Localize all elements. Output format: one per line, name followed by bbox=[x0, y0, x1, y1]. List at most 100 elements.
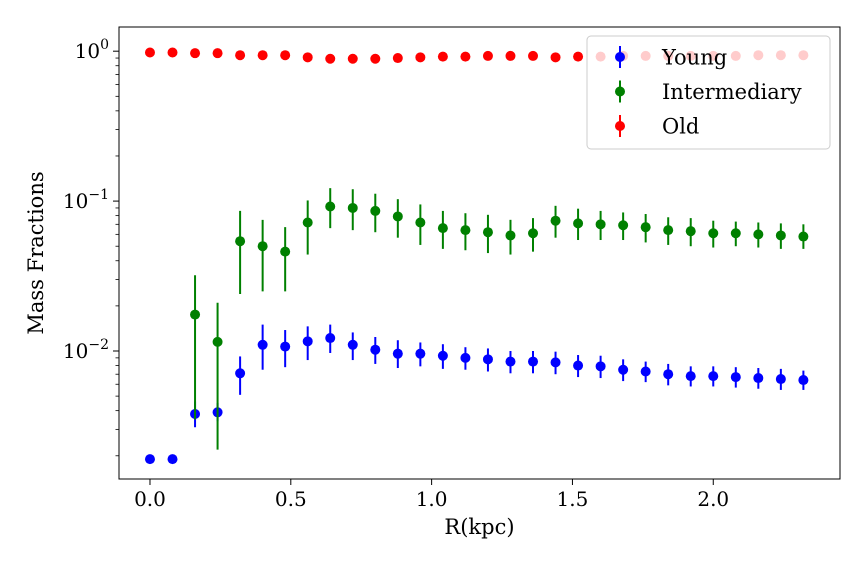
data-point bbox=[640, 222, 651, 233]
data-point bbox=[257, 339, 268, 350]
data-point bbox=[505, 230, 516, 241]
data-point bbox=[415, 52, 426, 63]
data-point bbox=[573, 218, 584, 229]
data-point bbox=[370, 344, 381, 355]
data-point bbox=[505, 356, 516, 367]
legend-box bbox=[586, 35, 831, 150]
data-point bbox=[482, 354, 493, 365]
data-point bbox=[392, 53, 403, 64]
legend-entry-intermediary: Intermediary bbox=[615, 80, 802, 104]
x-tick-label: 1.5 bbox=[557, 487, 589, 511]
data-point bbox=[325, 53, 336, 64]
data-point bbox=[775, 374, 786, 385]
legend-marker bbox=[615, 52, 625, 62]
data-point bbox=[280, 50, 291, 61]
data-point bbox=[167, 47, 178, 58]
y-tick-base: 10 bbox=[63, 339, 88, 363]
data-point bbox=[280, 341, 291, 352]
x-tick-label: 1.0 bbox=[416, 487, 448, 511]
data-point bbox=[708, 228, 719, 239]
data-point bbox=[460, 51, 471, 62]
data-point bbox=[144, 454, 155, 465]
y-tick-base: 10 bbox=[63, 189, 88, 213]
series-intermediary bbox=[190, 188, 809, 450]
y-tick-label: 10−1 bbox=[63, 187, 109, 213]
data-point bbox=[302, 217, 313, 228]
y-tick-exponent: 0 bbox=[100, 37, 109, 53]
data-point bbox=[595, 219, 606, 230]
data-point bbox=[685, 371, 696, 382]
data-point bbox=[235, 368, 246, 379]
x-axis-title: R(kpc) bbox=[444, 515, 514, 539]
data-point bbox=[753, 229, 764, 240]
legend-marker bbox=[615, 86, 625, 97]
data-point bbox=[437, 350, 448, 361]
legend-entry-old: Old bbox=[615, 115, 699, 139]
data-point bbox=[595, 361, 606, 372]
data-point bbox=[190, 48, 201, 59]
data-point bbox=[618, 364, 629, 375]
data-point bbox=[663, 369, 674, 380]
data-point bbox=[167, 454, 178, 465]
data-point bbox=[685, 226, 696, 237]
data-point bbox=[550, 52, 561, 63]
data-point bbox=[190, 309, 201, 320]
data-point bbox=[753, 373, 764, 384]
data-point bbox=[302, 52, 313, 63]
axes-frame bbox=[118, 26, 841, 480]
data-point bbox=[528, 356, 539, 367]
data-point bbox=[437, 223, 448, 234]
x-tick-label: 2.0 bbox=[697, 487, 729, 511]
data-point bbox=[325, 333, 336, 344]
legend: Young Intermediary Old bbox=[586, 35, 831, 150]
data-point bbox=[798, 231, 809, 242]
x-tick-label: 0.0 bbox=[134, 487, 166, 511]
data-point bbox=[663, 225, 674, 236]
data-point bbox=[325, 201, 336, 212]
data-point bbox=[235, 50, 246, 61]
data-point bbox=[798, 375, 809, 386]
data-point bbox=[437, 51, 448, 62]
data-point bbox=[257, 50, 268, 61]
data-point bbox=[415, 348, 426, 359]
legend-label: Young bbox=[661, 46, 727, 70]
data-point bbox=[235, 236, 246, 247]
data-point bbox=[257, 241, 268, 252]
y-tick-exponent: −2 bbox=[88, 337, 109, 353]
data-point bbox=[573, 51, 584, 62]
y-tick-base: 10 bbox=[75, 39, 100, 63]
data-point bbox=[640, 366, 651, 377]
data-point bbox=[302, 336, 313, 347]
data-point bbox=[347, 53, 358, 64]
data-point bbox=[618, 220, 629, 231]
y-axis-title: Mass Fractions bbox=[24, 171, 48, 334]
data-point bbox=[573, 360, 584, 371]
data-point bbox=[775, 230, 786, 241]
data-point bbox=[482, 50, 493, 61]
data-point bbox=[460, 352, 471, 363]
plot-area: Young Intermediary Old bbox=[118, 26, 841, 480]
data-point bbox=[550, 215, 561, 226]
data-point bbox=[370, 205, 381, 216]
y-tick-label: 100 bbox=[75, 37, 109, 63]
data-point bbox=[212, 48, 223, 59]
data-point bbox=[730, 372, 741, 383]
data-point bbox=[212, 336, 223, 347]
x-axis: 0.0 0.5 1.0 1.5 2.0 bbox=[134, 479, 729, 511]
legend-marker bbox=[615, 121, 625, 131]
data-point bbox=[415, 217, 426, 228]
y-tick-label: 10−2 bbox=[63, 337, 109, 363]
legend-label: Intermediary bbox=[662, 80, 802, 104]
legend-label: Old bbox=[662, 115, 699, 139]
data-point bbox=[528, 228, 539, 239]
data-point bbox=[280, 246, 291, 257]
data-point bbox=[550, 357, 561, 368]
data-point bbox=[528, 50, 539, 61]
data-point bbox=[347, 339, 358, 350]
legend-entry-young: Young bbox=[615, 46, 727, 70]
data-point bbox=[370, 53, 381, 64]
data-point bbox=[708, 371, 719, 382]
data-point bbox=[730, 228, 741, 239]
